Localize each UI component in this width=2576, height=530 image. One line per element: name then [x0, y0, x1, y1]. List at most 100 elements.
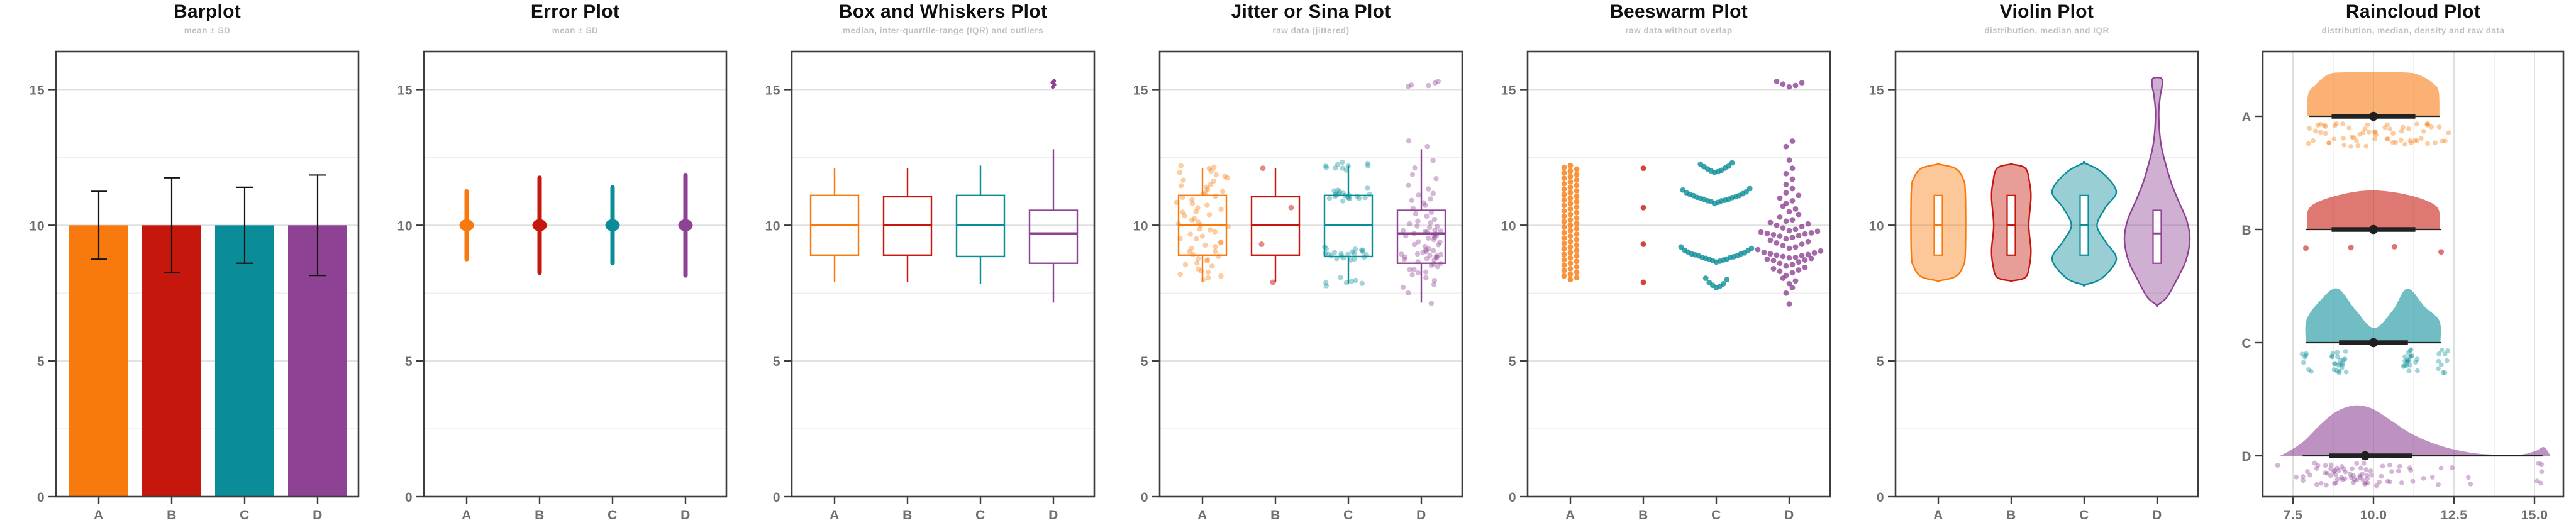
rain-point — [2332, 123, 2338, 129]
y-tick-label: 10 — [765, 219, 780, 233]
data-point — [1359, 280, 1365, 286]
y-tick-label: 10 — [1133, 219, 1148, 233]
rain-point — [2407, 354, 2412, 359]
data-point — [1353, 277, 1358, 284]
data-point — [1204, 257, 1211, 263]
data-point — [1561, 251, 1567, 257]
data-point — [1777, 214, 1783, 220]
data-point — [1402, 233, 1409, 239]
data-point — [1777, 260, 1783, 267]
x-tick-label: D — [1048, 508, 1058, 522]
rain-point — [2425, 141, 2430, 146]
data-point — [1802, 231, 1808, 237]
rain-point — [2342, 356, 2348, 362]
rain-point — [2450, 465, 2455, 470]
data-point — [1774, 222, 1780, 228]
data-point — [1567, 195, 1574, 201]
data-point — [1406, 182, 1411, 188]
rain-point — [2331, 367, 2337, 372]
rain-point — [2442, 138, 2448, 143]
data-point — [1415, 270, 1421, 276]
rain-point — [2363, 467, 2369, 472]
data-point — [1213, 172, 1219, 178]
data-point — [1567, 265, 1574, 272]
data-point — [1561, 164, 1567, 170]
data-point — [1434, 224, 1440, 229]
data-point — [1561, 202, 1567, 209]
data-point — [1323, 165, 1330, 170]
data-point — [1796, 211, 1802, 218]
rain-point — [2329, 353, 2334, 359]
rain-point — [2358, 465, 2363, 471]
data-point — [1407, 267, 1413, 272]
x-tick-label: C — [1711, 508, 1721, 522]
data-point — [1567, 271, 1574, 277]
x-tick-label: B — [902, 508, 913, 522]
data-point — [1743, 189, 1749, 195]
data-point — [1182, 262, 1189, 268]
data-point — [1352, 251, 1357, 257]
data-point — [1789, 235, 1796, 241]
rain-point — [2444, 358, 2450, 363]
panel-title: Jitter or Sina Plot — [1231, 1, 1391, 22]
rain-point — [2349, 134, 2355, 140]
rain-point — [2336, 362, 2341, 368]
rain-point — [2328, 473, 2333, 478]
data-point — [1574, 275, 1580, 281]
rain-point — [2436, 366, 2441, 372]
y-tick-label: 10 — [1869, 219, 1884, 233]
rain-point — [2354, 477, 2360, 483]
data-point — [1777, 195, 1783, 201]
data-point — [1194, 260, 1200, 266]
data-point — [1640, 279, 1646, 285]
data-point — [1411, 267, 1417, 272]
data-point — [1365, 163, 1371, 169]
data-point — [1213, 244, 1218, 250]
rain-point — [2373, 132, 2379, 138]
rain-point — [2380, 463, 2385, 469]
data-point — [1208, 168, 1214, 174]
data-point — [1726, 163, 1731, 169]
rain-point — [2315, 123, 2321, 128]
data-point — [1260, 165, 1266, 172]
rain-point — [2436, 482, 2441, 487]
rain-point — [2326, 140, 2332, 145]
data-point — [1409, 272, 1415, 278]
data-point — [1786, 255, 1792, 261]
data-point — [1427, 253, 1433, 258]
data-point — [1748, 245, 1755, 251]
rain-point — [2436, 124, 2442, 130]
data-point — [1561, 186, 1567, 192]
data-point — [1561, 273, 1567, 279]
data-point — [1567, 190, 1574, 196]
rain-point — [2323, 482, 2329, 488]
y-tick-label: 0 — [1509, 490, 1516, 505]
x-tick-label: D — [1784, 508, 1794, 522]
data-point — [1574, 172, 1580, 177]
panel-subtitle: distribution, median and IQR — [1984, 26, 2109, 35]
data-point — [1805, 251, 1811, 258]
plot-border — [791, 50, 1096, 498]
rain-point — [2340, 121, 2346, 127]
data-point — [1205, 269, 1211, 275]
data-point — [1561, 192, 1567, 197]
data-point — [1567, 277, 1574, 283]
data-point — [1783, 290, 1789, 296]
data-point — [1354, 194, 1360, 199]
data-point — [1770, 265, 1777, 272]
data-point — [1189, 201, 1196, 207]
panel-subtitle: raw data without overlap — [1625, 26, 1733, 35]
data-point — [1336, 189, 1343, 195]
x-tick-label: B — [1638, 508, 1648, 522]
data-point — [1770, 258, 1777, 263]
data-point — [1789, 285, 1796, 290]
data-point — [1764, 230, 1770, 236]
data-point — [1424, 256, 1430, 262]
rain-point — [2407, 348, 2413, 353]
rain-point — [2338, 358, 2343, 363]
rain-point — [2410, 478, 2416, 484]
rain-point — [2275, 463, 2280, 468]
cloud-density — [2307, 72, 2440, 116]
data-point — [1208, 182, 1213, 187]
data-point — [1435, 242, 1441, 248]
